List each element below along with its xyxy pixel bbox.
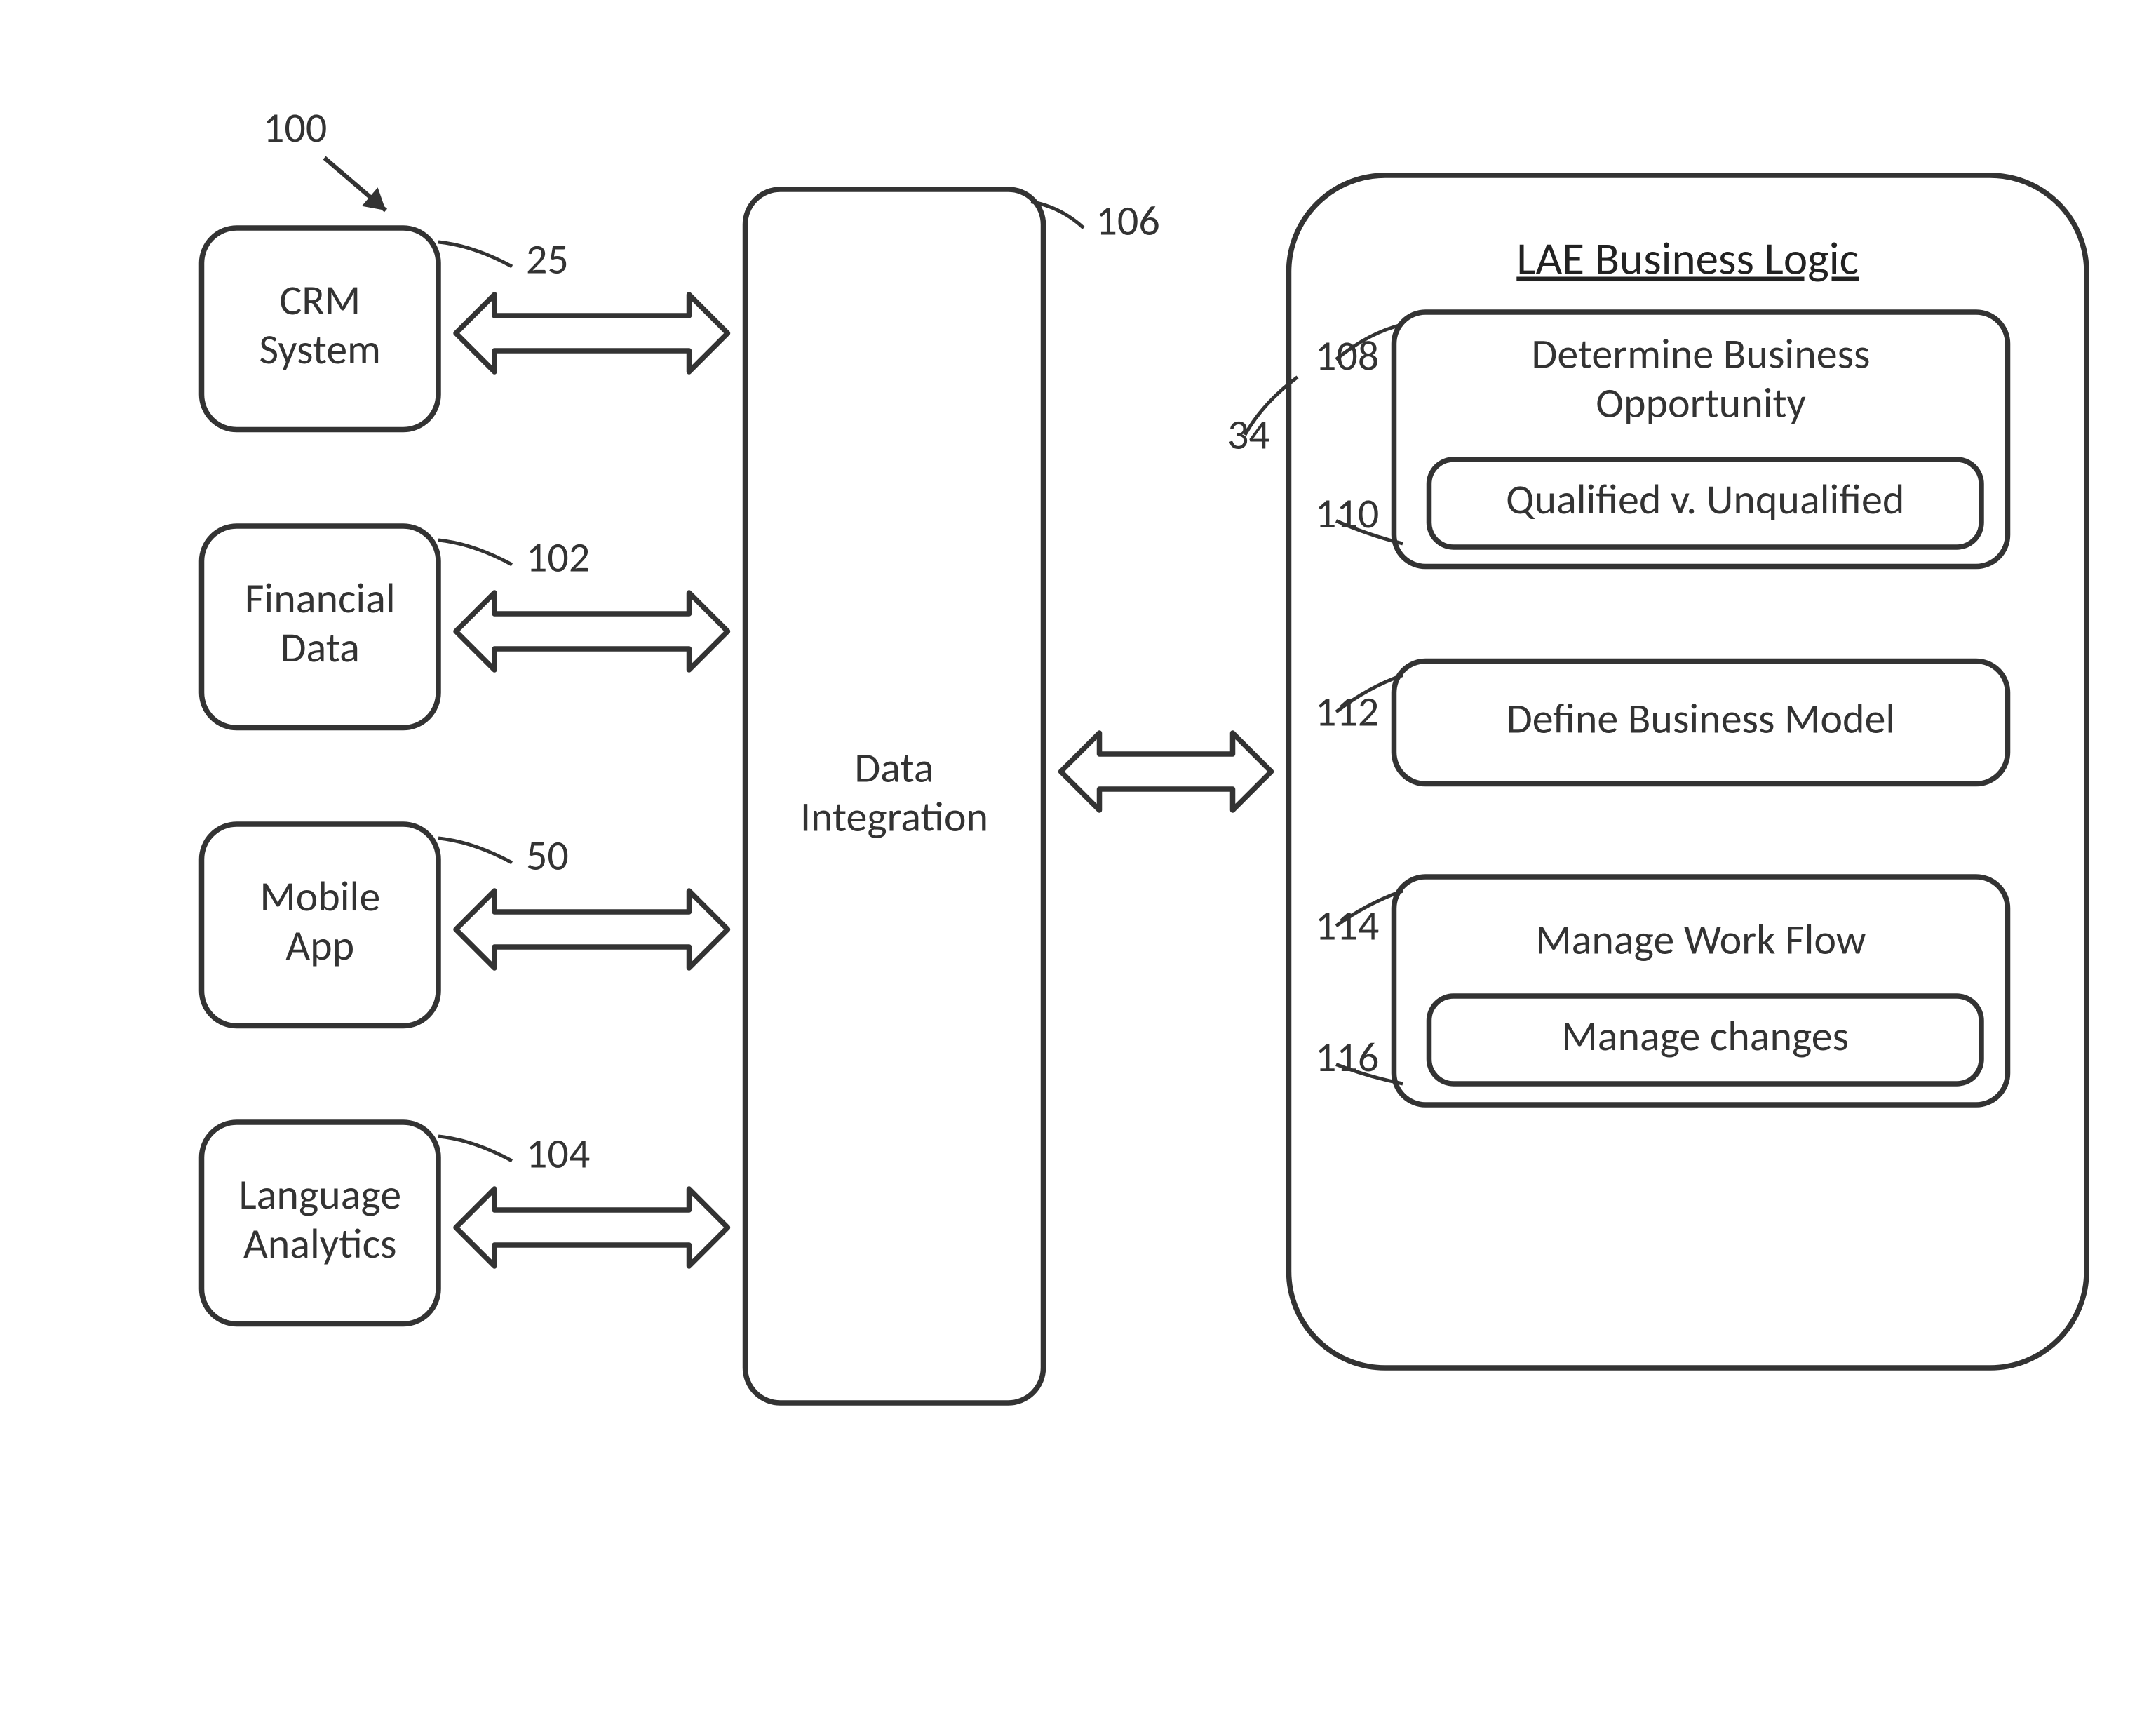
label-manage-workflow-line0: Manage Work Flow xyxy=(1535,914,1866,965)
ref-mobile-ref: 50 xyxy=(526,830,569,881)
ref-define-model-ref: 112 xyxy=(1315,686,1379,737)
label-determine-opp-line1: Opportunity xyxy=(1596,377,1806,429)
label-crm-line1: System xyxy=(260,324,381,375)
label-language-line1: Analytics xyxy=(243,1218,396,1270)
label-language-line0: Language xyxy=(238,1169,401,1220)
ref-mobile-leader xyxy=(438,838,512,863)
ref-financial-ref: 102 xyxy=(526,532,590,583)
ref-qualified-ref: 110 xyxy=(1315,488,1379,539)
arrow-mobile-to-center xyxy=(456,891,728,968)
ref-crm-leader xyxy=(438,242,512,267)
label-determine-opp-line0: Determine Business xyxy=(1531,328,1870,379)
label-qualified-line0: Qualified v. Unqualified xyxy=(1506,474,1904,525)
ref-language-leader xyxy=(438,1136,512,1161)
arrow-language-to-center xyxy=(456,1189,728,1266)
ref-financial-leader xyxy=(438,540,512,565)
ref-lae-business-logic-ref: 34 xyxy=(1227,409,1270,460)
diagram-canvas: 100CRMSystem25FinancialData102MobileApp5… xyxy=(0,0,2156,1715)
ref-determine-opp-ref: 108 xyxy=(1315,330,1379,382)
label-crm-line0: CRM xyxy=(279,275,361,326)
arrow-crm-to-center xyxy=(456,295,728,372)
ref-data-integration-ref: 106 xyxy=(1096,195,1160,246)
ref-manage-workflow-ref: 114 xyxy=(1315,900,1379,951)
ref-crm-ref: 25 xyxy=(526,234,569,285)
label-data-integration-line0: Data xyxy=(854,742,934,793)
label-define-model-line0: Define Business Model xyxy=(1507,693,1895,744)
label-mobile-line0: Mobile xyxy=(260,871,380,922)
label-financial-line0: Financial xyxy=(245,573,396,624)
box-manage-workflow xyxy=(1394,877,2008,1105)
arrow-financial-to-center xyxy=(456,593,728,670)
arrow-center-to-right xyxy=(1061,733,1272,810)
figure-ref-label: 100 xyxy=(263,102,327,154)
title-lae-business-logic: LAE Business Logic xyxy=(1516,231,1859,287)
label-manage-changes-line0: Manage changes xyxy=(1561,1011,1849,1062)
label-data-integration-line1: Integration xyxy=(800,791,988,842)
label-financial-line1: Data xyxy=(281,622,360,673)
label-mobile-line1: App xyxy=(285,920,354,971)
ref-language-ref: 104 xyxy=(526,1128,590,1179)
ref-manage-changes-ref: 116 xyxy=(1315,1032,1379,1083)
